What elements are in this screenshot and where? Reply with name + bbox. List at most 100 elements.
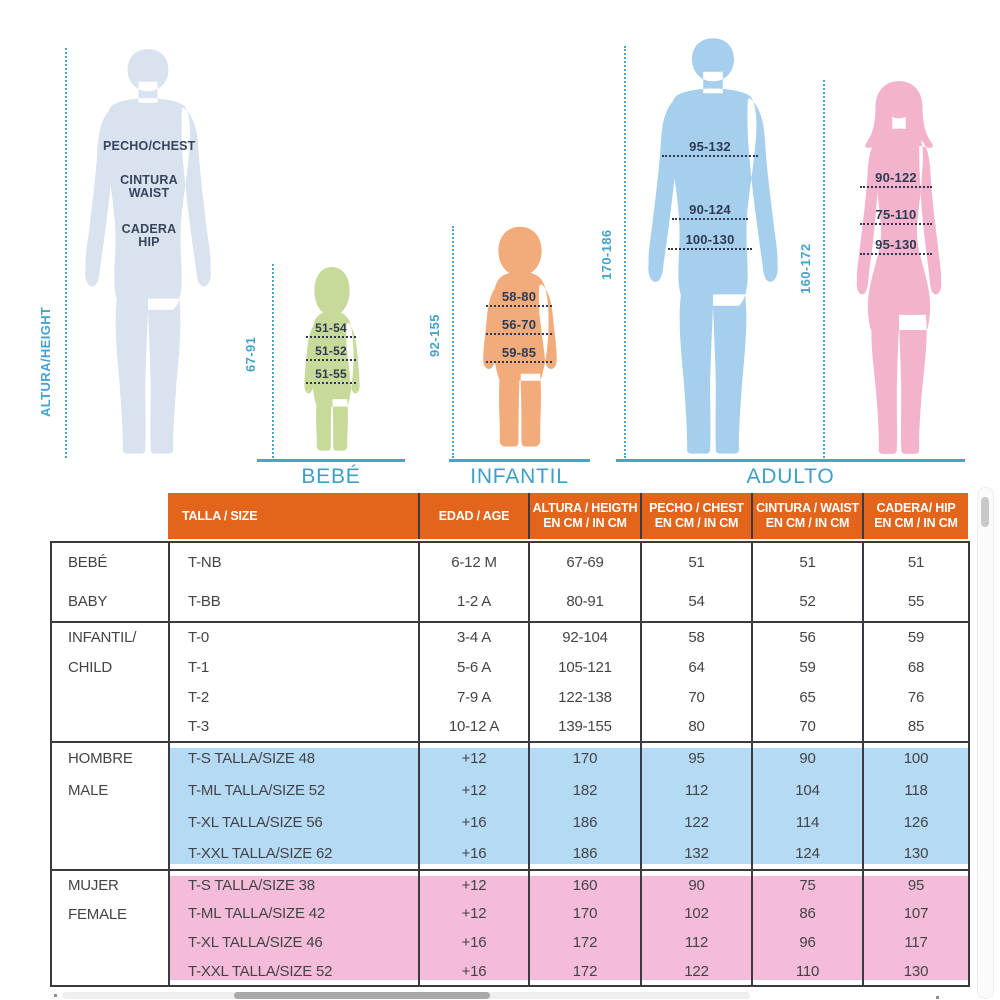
cell-infantil-1-cadera-hip: 68 [862,652,969,682]
cell-hombre-3-edad-age: +16 [418,838,529,870]
table-row-hombre-3: T-XXL TALLA/SIZE 62 +16 186 132 124 130 [51,838,969,870]
cell-infantil-1-altura-height: 105-121 [528,652,641,682]
cell-infantil-0-pecho-chest: 58 [640,621,752,652]
horizontal-scrollbar-thumb[interactable] [234,992,490,999]
waist-label-es: CINTURA [120,173,178,187]
cell-hombre-3-cadera-hip: 130 [862,838,969,870]
cell-infantil-3-pecho-chest: 80 [640,712,752,742]
male-height-range: 170-186 [599,229,614,281]
table-row-mujer-1: T-ML TALLA/SIZE 42 +12 170 102 86 107 [51,899,969,928]
cell-mujer-1-talla-size: T-ML TALLA/SIZE 42 [168,899,419,928]
group-row-label-line: BABY [68,593,108,610]
reference-figure [85,49,211,454]
cell-infantil-2-talla-size: T-2 [168,682,419,712]
cell-mujer-2-pecho-chest: 112 [640,928,752,957]
cell-mujer-0-pecho-chest: 90 [640,869,752,899]
cell-infantil-2-altura-height: 122-138 [528,682,641,712]
cell-bebe-0-pecho-chest: 51 [640,541,752,582]
table-row-infantil-2: T-2 7-9 A 122-138 70 65 76 [51,682,969,712]
cell-bebe-1-cintura-waist: 52 [751,582,863,622]
column-header-cadera-hip: CADERA/ HIP EN CM / IN CM [862,493,968,539]
cell-bebe-1-altura-height: 80-91 [528,582,641,622]
group-row-label-hombre: HOMBRE MALE [51,741,169,870]
cell-mujer-0-altura-height: 160 [528,869,641,899]
cell-hombre-0-pecho-chest: 95 [640,741,752,774]
column-header-line1: TALLA / SIZE [182,508,258,523]
column-header-edad-age: EDAD / AGE [418,493,528,539]
column-header-line1: CINTURA / WAIST [756,501,859,515]
cell-mujer-1-pecho-chest: 102 [640,899,752,928]
cell-infantil-2-pecho-chest: 70 [640,682,752,712]
cell-hombre-0-cadera-hip: 100 [862,741,969,774]
group-row-label-line: INFANTIL/ [68,629,137,646]
waist-label-en: WAIST [128,186,170,200]
height-axis-dotted-line [65,48,67,458]
cell-mujer-0-talla-size: T-S TALLA/SIZE 38 [168,869,419,899]
cell-hombre-1-cintura-waist: 104 [751,774,863,806]
column-header-line2: EN CM / IN CM [654,516,739,530]
cell-mujer-3-cadera-hip: 130 [862,957,969,986]
table-row-bebe-1: T-BB 1-2 A 80-91 54 52 55 [51,582,969,622]
column-header-line1: CADERA/ HIP [876,501,956,515]
cell-hombre-1-pecho-chest: 112 [640,774,752,806]
group-row-label-mujer: MUJER FEMALE [51,869,169,986]
cell-infantil-3-talla-size: T-3 [168,712,419,742]
group-row-label-line: MALE [68,782,109,799]
cell-hombre-2-cintura-waist: 114 [751,806,863,838]
vertical-scrollbar[interactable] [977,487,994,999]
size-table-body: BEBÉ BABY T-NB 6-12 M 67-69 51 51 51 T-BB 1-2 A 80… [51,541,969,986]
hip-label-es: CADERA [121,222,177,236]
cell-infantil-3-edad-age: 10-12 A [418,712,529,742]
column-header-pecho-chest: PECHO / CHEST EN CM / IN CM [640,493,751,539]
male-figure [648,38,778,454]
cell-mujer-1-cadera-hip: 107 [862,899,969,928]
horizontal-scrollbar[interactable] [62,992,750,999]
hip-label-en: HIP [138,235,160,249]
cell-mujer-2-edad-age: +16 [418,928,529,957]
baby-waist-measurement: 51-52 [306,344,356,361]
child-figure [483,226,557,447]
cell-mujer-3-talla-size: T-XXL TALLA/SIZE 52 [168,957,419,986]
cell-mujer-3-cintura-waist: 110 [751,957,863,986]
cell-infantil-1-cintura-waist: 59 [751,652,863,682]
cell-mujer-1-altura-height: 170 [528,899,641,928]
group-label-infantil: INFANTIL [470,465,569,488]
male-height-dotted-line [624,46,626,458]
male-chest-measurement: 95-132 [662,139,758,157]
baby-figure [304,266,360,451]
size-table: BEBÉ BABY T-NB 6-12 M 67-69 51 51 51 T-BB 1-2 A 80… [50,541,970,987]
table-row-bebe-0: BEBÉ BABY T-NB 6-12 M 67-69 51 51 51 [51,541,969,622]
cell-bebe-0-talla-size: T-NB [168,541,419,582]
cell-mujer-2-cintura-waist: 96 [751,928,863,957]
column-header-line1: PECHO / CHEST [649,501,744,515]
cell-infantil-1-edad-age: 5-6 A [418,652,529,682]
group-row-label-line: FEMALE [68,906,127,923]
cell-mujer-3-altura-height: 172 [528,957,641,986]
cell-hombre-1-edad-age: +12 [418,774,529,806]
column-header-talla-size: TALLA / SIZE [168,493,418,539]
cell-hombre-2-cadera-hip: 126 [862,806,969,838]
cell-mujer-2-cadera-hip: 117 [862,928,969,957]
cell-bebe-0-cadera-hip: 51 [862,541,969,582]
baby-height-dotted-line [272,264,274,458]
child-waist-measurement: 56-70 [486,317,552,335]
hip-label: CADERA HIP [112,223,186,249]
scrollbar-corner-dot-left [54,994,57,997]
column-header-line2: EN CM / IN CM [543,516,627,530]
cell-mujer-0-edad-age: +12 [418,869,529,899]
female-waist-measurement: 75-110 [860,207,932,225]
cell-mujer-3-pecho-chest: 122 [640,957,752,986]
group-underline-infantil [449,459,590,462]
cell-infantil-0-cadera-hip: 59 [862,621,969,652]
female-hip-measurement: 95-130 [860,237,932,255]
table-row-hombre-2: T-XL TALLA/SIZE 56 +16 186 122 114 126 [51,806,969,838]
vertical-scrollbar-thumb[interactable] [981,497,989,527]
female-chest-measurement: 90-122 [860,170,932,188]
cell-infantil-0-altura-height: 92-104 [528,621,641,652]
child-hip-measurement: 59-85 [486,345,552,363]
cell-mujer-1-cintura-waist: 86 [751,899,863,928]
cell-mujer-2-altura-height: 172 [528,928,641,957]
cell-mujer-2-talla-size: T-XL TALLA/SIZE 46 [168,928,419,957]
cell-hombre-3-pecho-chest: 132 [640,838,752,870]
group-row-label-line: MUJER [68,877,119,894]
